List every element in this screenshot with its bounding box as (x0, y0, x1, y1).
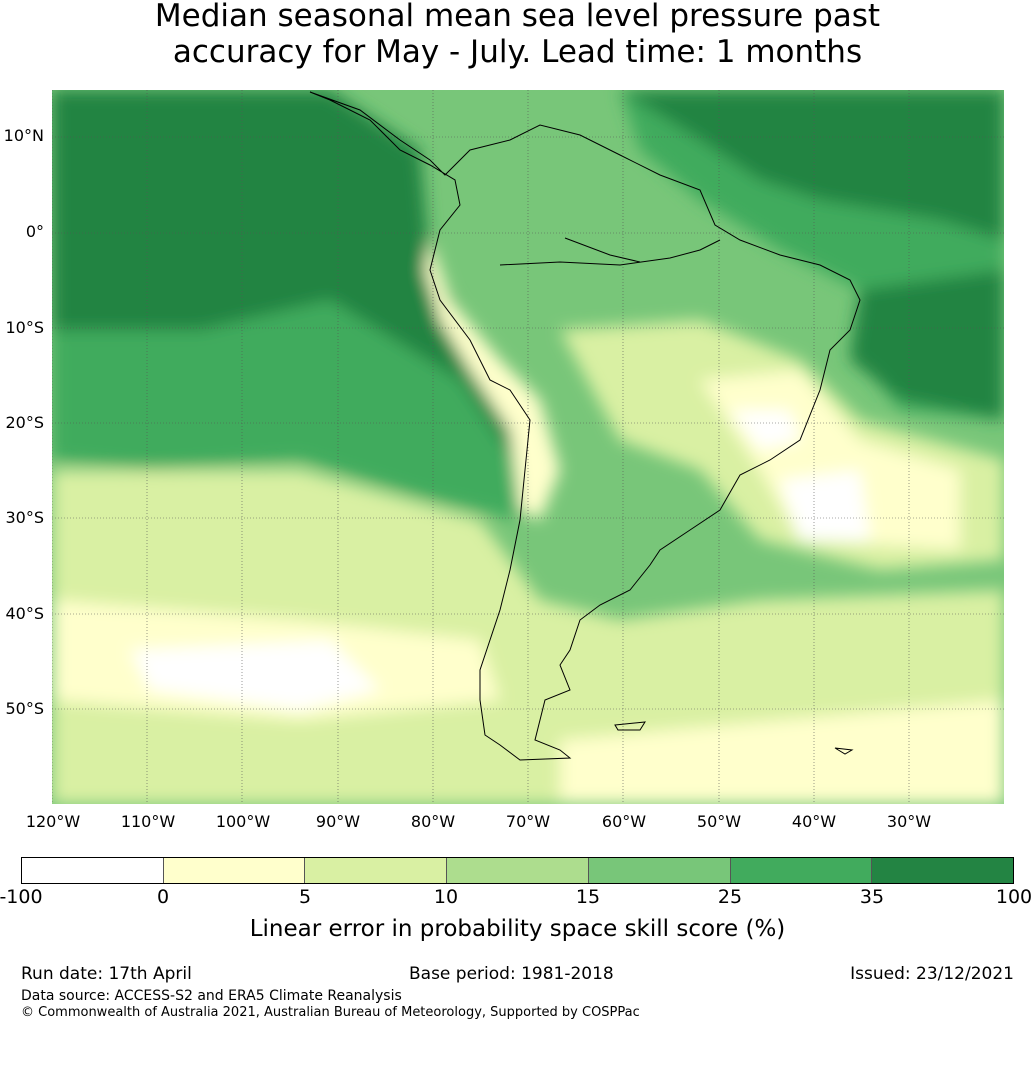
skill-score-map (52, 90, 1004, 804)
amazon-river (499, 239, 721, 266)
skill-region-dark-atlantic-north (620, 90, 1004, 240)
lon-label-120w: 120°W (25, 812, 81, 831)
lat-label-10s: 10°S (5, 318, 44, 337)
lat-label-30s: 30°S (5, 508, 44, 527)
colorbar-tick-label: 0 (156, 886, 170, 908)
colorbar-segment (730, 858, 873, 883)
coastlines (309, 91, 861, 761)
issued-date: Issued: 23/12/2021 (850, 964, 1014, 984)
skill-region-white-brazil (730, 410, 800, 450)
colorbar-tick-label: 35 (859, 886, 885, 908)
lat-label-10n: 10°N (3, 126, 44, 145)
skill-region-green-pacific (52, 300, 520, 520)
colorbar-segment (163, 858, 306, 883)
lon-label-100w: 100°W (215, 812, 271, 831)
colorbar-tick-label: 15 (575, 886, 601, 908)
lon-label-50w: 50°W (696, 812, 742, 831)
skill-region-white-atlantic (780, 470, 870, 540)
colorbar-segment (588, 858, 731, 883)
skill-region-dark-atlantic-east (850, 270, 1004, 420)
lon-label-110w: 110°W (120, 812, 176, 831)
run-date: Run date: 17th April (21, 964, 192, 984)
skill-region-pale-andes (425, 240, 560, 520)
skill-field (52, 90, 1004, 804)
south-georgia (834, 747, 854, 755)
lat-label-20s: 20°S (5, 413, 44, 432)
lat-label-50s: 50°S (5, 699, 44, 718)
south-america-coastline (309, 91, 861, 761)
lon-label-80w: 80°W (410, 812, 456, 831)
base-period: Base period: 1981-2018 (409, 964, 614, 984)
lon-label-30w: 30°W (886, 812, 932, 831)
skill-region-white-southpacific (130, 640, 380, 710)
lon-label-70w: 70°W (505, 812, 551, 831)
lat-label-40s: 40°S (5, 604, 44, 623)
chart-title-line-1: Median seasonal mean sea level pressure … (154, 0, 881, 34)
colorbar-tick-label: 25 (717, 886, 743, 908)
lat-label-0: 0° (25, 222, 44, 241)
copyright: © Commonwealth of Australia 2021, Austra… (21, 1005, 640, 1020)
colorbar (21, 857, 1014, 884)
lon-label-90w: 90°W (315, 812, 361, 831)
falkland-islands (614, 721, 646, 731)
colorbar-tick-label: 10 (433, 886, 459, 908)
chart-title-line-2: accuracy for May - July. Lead time: 1 mo… (172, 34, 863, 70)
colorbar-tick-label: -100 (0, 886, 43, 908)
graticule (52, 90, 1004, 804)
colorbar-segment (447, 858, 589, 883)
lon-label-40w: 40°W (791, 812, 837, 831)
colorbar-segment (22, 858, 164, 883)
colorbar-label: Linear error in probability space skill … (249, 916, 786, 942)
skill-region-pale-southatlantic (560, 700, 1004, 804)
rio-negro (564, 237, 641, 263)
colorbar-segment (305, 858, 448, 883)
colorbar-tick-label: 100 (995, 886, 1033, 908)
lon-label-60w: 60°W (601, 812, 647, 831)
colorbar-tick-label: 5 (298, 886, 312, 908)
colorbar-segment (872, 858, 1014, 883)
data-source: Data source: ACCESS-S2 and ERA5 Climate … (21, 988, 402, 1004)
